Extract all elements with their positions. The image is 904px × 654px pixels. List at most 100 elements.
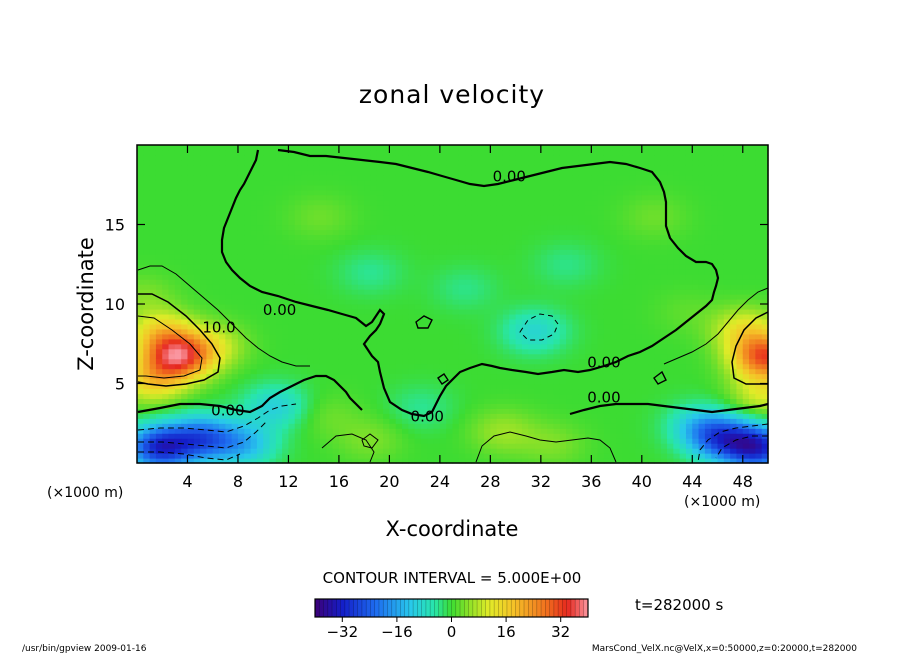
heat-cell xyxy=(269,373,277,380)
heat-cell xyxy=(389,403,397,409)
heat-cell xyxy=(572,348,580,355)
heat-cell xyxy=(282,373,290,380)
heat-cell xyxy=(212,219,220,226)
heat-cell xyxy=(610,388,618,395)
heat-cell xyxy=(269,348,277,355)
heat-cell xyxy=(408,179,416,186)
heat-cell xyxy=(376,169,384,176)
heat-cell xyxy=(288,254,296,260)
heat-cell xyxy=(484,204,491,211)
heat-cell xyxy=(427,338,435,345)
heat-cell xyxy=(338,403,346,409)
heat-cell xyxy=(395,229,403,236)
heat-cell xyxy=(357,209,365,216)
heat-cell xyxy=(338,368,346,375)
heat-cell xyxy=(547,179,555,186)
heat-cell xyxy=(515,174,523,181)
heat-cell xyxy=(540,443,548,449)
heat-cell xyxy=(433,358,441,365)
heat-cell xyxy=(528,308,536,315)
heat-cell xyxy=(585,368,592,375)
heat-cell xyxy=(578,363,586,370)
heat-cell xyxy=(231,249,239,255)
heat-cell xyxy=(275,338,283,345)
heat-cell xyxy=(509,184,517,191)
heat-cell xyxy=(256,204,264,211)
heat-cell xyxy=(307,149,315,156)
heat-cell xyxy=(452,219,460,226)
heat-cell xyxy=(282,249,290,255)
heat-cell xyxy=(446,269,454,275)
heat-cell xyxy=(181,403,189,409)
heat-cell xyxy=(345,214,353,221)
heat-cell xyxy=(452,145,460,151)
heat-cell xyxy=(212,154,220,161)
heat-cell xyxy=(137,428,144,434)
heat-cell xyxy=(521,149,529,156)
heat-cell xyxy=(572,284,580,290)
heat-cell xyxy=(578,299,586,305)
heat-cell xyxy=(408,363,416,370)
heat-cell xyxy=(534,348,542,355)
heat-cell xyxy=(187,418,195,424)
heat-cell xyxy=(301,209,308,216)
heat-cell xyxy=(566,209,573,216)
heat-cell xyxy=(155,363,163,370)
heat-cell xyxy=(313,333,321,340)
heat-cell xyxy=(256,433,264,439)
heat-cell xyxy=(282,194,290,201)
heat-cell xyxy=(509,338,517,345)
heat-cell xyxy=(187,453,195,459)
heat-cell xyxy=(597,239,605,245)
heat-cell xyxy=(547,313,555,320)
heat-cell xyxy=(319,224,327,231)
heat-cell xyxy=(383,438,390,444)
heat-cell xyxy=(427,249,435,255)
heat-cell xyxy=(540,149,548,156)
heat-cell xyxy=(547,348,555,355)
heat-cell xyxy=(389,249,397,255)
heat-cell xyxy=(155,418,163,424)
heat-cell xyxy=(572,308,580,315)
heat-cell xyxy=(420,393,428,400)
heat-cell xyxy=(313,174,321,181)
heat-cell xyxy=(307,279,315,285)
heat-cell xyxy=(616,323,624,330)
heat-cell xyxy=(206,264,214,270)
heat-cell xyxy=(540,363,548,370)
heat-cell xyxy=(622,284,630,290)
heat-cell xyxy=(622,219,630,226)
heat-cell xyxy=(597,254,605,260)
heat-cell xyxy=(521,224,529,231)
heat-cell xyxy=(528,413,536,419)
heat-cell xyxy=(547,214,555,221)
heat-cell xyxy=(553,219,561,226)
heat-cell xyxy=(174,194,182,201)
heat-cell xyxy=(162,328,170,335)
heat-cell xyxy=(534,433,542,439)
heat-cell xyxy=(237,443,245,449)
heat-cell xyxy=(332,219,340,226)
heat-cell xyxy=(200,388,208,395)
heat-cell xyxy=(256,408,264,414)
heat-cell xyxy=(509,388,517,395)
heat-cell xyxy=(181,224,189,231)
heat-cell xyxy=(275,154,283,161)
heat-cell xyxy=(193,433,201,439)
heat-cell xyxy=(376,199,384,206)
heat-cell xyxy=(219,458,226,464)
heat-cell xyxy=(566,438,573,444)
heat-cell xyxy=(225,224,233,231)
heat-cell xyxy=(250,343,258,350)
heat-cell xyxy=(402,174,409,181)
heat-cell xyxy=(389,433,397,439)
heat-cell xyxy=(528,174,536,181)
heat-cell xyxy=(225,368,233,375)
heat-cell xyxy=(307,159,315,166)
heat-cell xyxy=(553,174,561,181)
heat-cell xyxy=(484,284,491,290)
heat-cell xyxy=(458,343,466,350)
heat-cell xyxy=(408,289,416,295)
heat-cell xyxy=(534,154,542,161)
heat-cell xyxy=(269,269,277,275)
